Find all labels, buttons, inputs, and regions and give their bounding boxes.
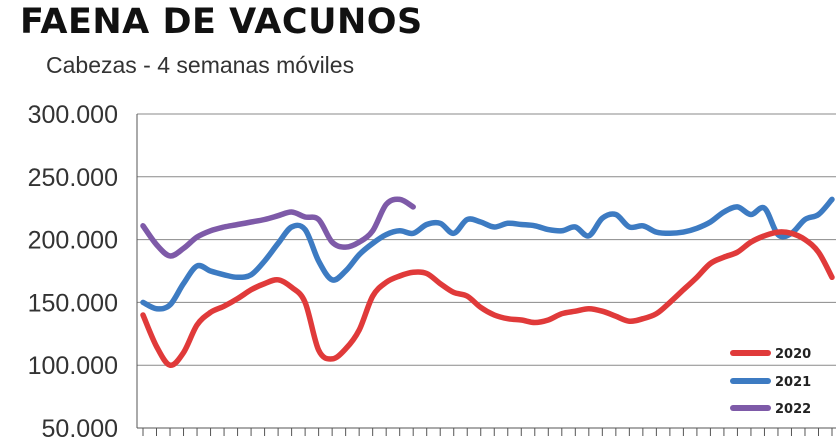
legend: 2020 2021 2022 <box>730 347 811 417</box>
y-tick-label: 150.000 <box>28 289 118 317</box>
gridlines <box>137 113 836 366</box>
series-line-2022 <box>140 196 416 259</box>
y-tick-label: 100.000 <box>28 352 118 380</box>
y-tick-label: 200.000 <box>28 227 118 255</box>
y-tick-label: 50.000 <box>42 415 118 438</box>
chart-title: FAENA DE VACUNOS <box>20 2 423 42</box>
series-lines <box>140 196 835 368</box>
series-line-2021 <box>140 196 835 312</box>
axes <box>136 114 836 429</box>
x-axis-ticks <box>142 428 833 436</box>
y-axis-ticks: 50.000 100.000 150.000 200.000 250.000 300.00… <box>28 101 118 438</box>
series-line-2020 <box>140 229 835 368</box>
legend-label-2021: 2021 <box>775 375 811 390</box>
legend-label-2022: 2022 <box>775 402 811 417</box>
y-tick-label: 300.000 <box>28 101 118 129</box>
legend-label-2020: 2020 <box>775 347 811 362</box>
y-tick-label: 250.000 <box>28 164 118 192</box>
chart-subtitle: Cabezas - 4 semanas móviles <box>46 52 355 78</box>
